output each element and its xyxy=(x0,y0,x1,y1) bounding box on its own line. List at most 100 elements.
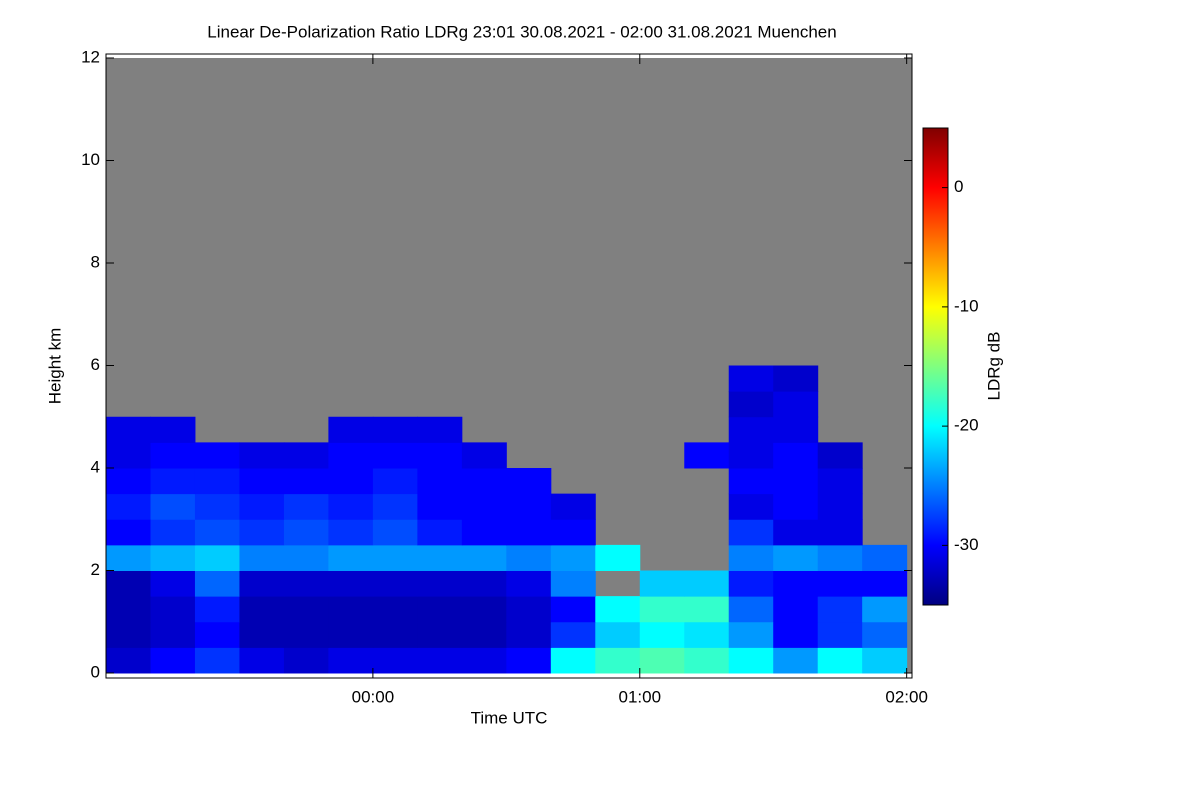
heat-cell xyxy=(550,493,596,520)
heat-cell xyxy=(372,519,418,546)
heat-cell xyxy=(239,442,285,469)
heat-cell xyxy=(684,442,730,469)
y-tick-label: 6 xyxy=(91,355,100,374)
heat-cell xyxy=(150,416,196,443)
heat-cell xyxy=(773,621,819,648)
heat-cell xyxy=(283,544,329,571)
heat-cell xyxy=(417,442,463,469)
heat-cell xyxy=(461,442,507,469)
heat-cell xyxy=(150,570,196,597)
heat-cell xyxy=(817,621,863,648)
heat-cell xyxy=(728,544,774,571)
heat-cell xyxy=(372,468,418,495)
heat-cell xyxy=(283,621,329,648)
heat-cell xyxy=(817,596,863,623)
x-tick-label: 02:00 xyxy=(885,687,928,706)
heat-cell xyxy=(194,596,240,623)
heat-cell xyxy=(773,365,819,392)
x-tick-label: 01:00 xyxy=(619,687,662,706)
colorbar-tick-label: -30 xyxy=(954,535,979,554)
heat-cell xyxy=(550,647,596,674)
heat-cell xyxy=(773,442,819,469)
heat-cell xyxy=(194,519,240,546)
heat-cell xyxy=(328,570,374,597)
heat-cell xyxy=(773,570,819,597)
heat-cell xyxy=(728,442,774,469)
heat-cell xyxy=(417,468,463,495)
heat-cell xyxy=(862,621,908,648)
colorbar xyxy=(922,127,949,606)
heat-cell xyxy=(817,570,863,597)
heat-cell xyxy=(239,570,285,597)
heat-cell xyxy=(283,493,329,520)
heat-cell xyxy=(550,544,596,571)
heat-cell xyxy=(773,493,819,520)
heat-cell xyxy=(106,596,151,623)
heat-cell xyxy=(283,468,329,495)
heat-cell xyxy=(506,596,552,623)
heat-cell xyxy=(372,621,418,648)
heat-cell xyxy=(506,493,552,520)
x-tick-label: 00:00 xyxy=(352,687,395,706)
heat-cell xyxy=(817,544,863,571)
heat-cell xyxy=(417,493,463,520)
heat-cell xyxy=(239,621,285,648)
heat-cell xyxy=(461,544,507,571)
heat-cell xyxy=(283,442,329,469)
heat-cell xyxy=(862,544,908,571)
heat-cell xyxy=(728,621,774,648)
heat-cell xyxy=(773,416,819,443)
heat-cell xyxy=(639,570,685,597)
heat-cell xyxy=(194,468,240,495)
heat-cell xyxy=(817,493,863,520)
heat-cell xyxy=(372,442,418,469)
heat-cell xyxy=(328,647,374,674)
heat-cell xyxy=(773,391,819,418)
heat-cell xyxy=(728,416,774,443)
heat-cell xyxy=(728,647,774,674)
heat-cell xyxy=(150,544,196,571)
heat-cell xyxy=(728,519,774,546)
heat-cell xyxy=(595,596,641,623)
heat-cell xyxy=(417,621,463,648)
chart-title: Linear De-Polarization Ratio LDRg 23:01 … xyxy=(207,22,836,41)
heat-cell xyxy=(461,570,507,597)
heat-cell xyxy=(328,519,374,546)
heat-cell xyxy=(728,365,774,392)
heat-cell xyxy=(728,391,774,418)
heat-cell xyxy=(461,647,507,674)
y-tick-label: 10 xyxy=(81,150,100,169)
heat-cell xyxy=(372,416,418,443)
heat-cell xyxy=(595,621,641,648)
heat-cell xyxy=(595,647,641,674)
heat-cell xyxy=(728,493,774,520)
heat-cell xyxy=(106,519,151,546)
heat-cell xyxy=(728,596,774,623)
heat-cell xyxy=(506,570,552,597)
heat-cell xyxy=(194,621,240,648)
heat-cell xyxy=(150,647,196,674)
heat-cell xyxy=(817,519,863,546)
heat-cell xyxy=(194,493,240,520)
heat-cell xyxy=(862,647,908,674)
heat-cell xyxy=(106,647,151,674)
heat-cell xyxy=(817,647,863,674)
heat-cell xyxy=(106,468,151,495)
heat-cell xyxy=(506,647,552,674)
heat-cell xyxy=(817,442,863,469)
heat-cell xyxy=(106,544,151,571)
heat-cell xyxy=(194,647,240,674)
heat-cell xyxy=(862,570,908,597)
heat-cell xyxy=(239,544,285,571)
heat-cell xyxy=(773,519,819,546)
heat-cell xyxy=(506,519,552,546)
heat-cell xyxy=(461,519,507,546)
heat-cell xyxy=(328,416,374,443)
heat-cell xyxy=(684,596,730,623)
heat-cell xyxy=(150,596,196,623)
heat-cell xyxy=(595,544,641,571)
heat-cell xyxy=(417,544,463,571)
heat-cell xyxy=(150,519,196,546)
heat-cell xyxy=(461,493,507,520)
heat-cell xyxy=(372,570,418,597)
